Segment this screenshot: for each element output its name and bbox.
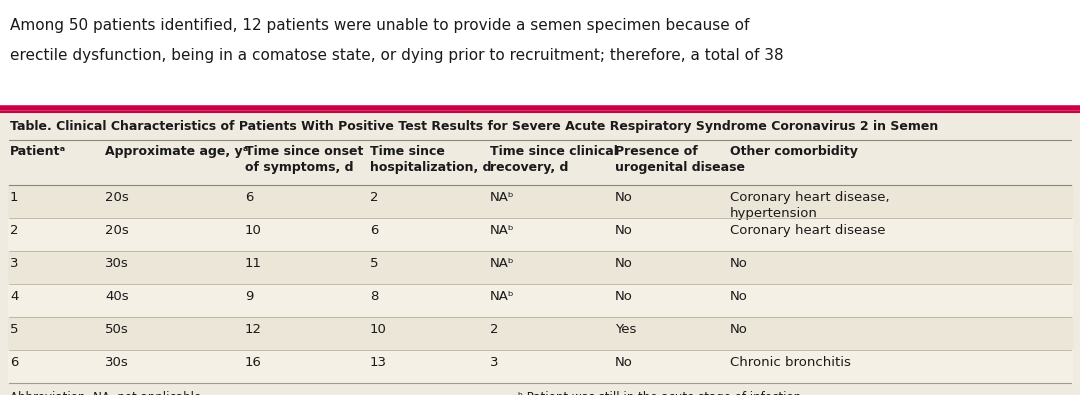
Text: Presence of
urogenital disease: Presence of urogenital disease [615,145,745,175]
Text: 13: 13 [370,356,387,369]
Text: 5: 5 [370,257,378,270]
Text: Approximate age, yᵃ: Approximate age, yᵃ [105,145,248,158]
Text: Table. Clinical Characteristics of Patients With Positive Test Results for Sever: Table. Clinical Characteristics of Patie… [10,120,939,133]
Text: 6: 6 [10,356,18,369]
Text: 6: 6 [370,224,378,237]
Text: No: No [615,191,633,204]
Text: 20s: 20s [105,224,129,237]
Bar [8,251,1072,284]
Bar [8,218,1072,251]
Text: 20s: 20s [105,191,129,204]
Text: Time since onset
of symptoms, d: Time since onset of symptoms, d [245,145,363,175]
Bar [8,185,1072,218]
Text: 2: 2 [370,191,378,204]
Text: Coronary heart disease,
hypertension: Coronary heart disease, hypertension [730,191,890,220]
Text: NAᵇ: NAᵇ [490,224,515,237]
Text: Other comorbidity: Other comorbidity [730,145,858,158]
Text: 2: 2 [490,323,499,336]
Text: Abbreviation: NA, not applicable.: Abbreviation: NA, not applicable. [10,391,205,395]
Text: Yes: Yes [615,323,636,336]
Text: 9: 9 [245,290,254,303]
Text: 30s: 30s [105,257,129,270]
Text: 11: 11 [245,257,262,270]
Text: Time since
hospitalization, d: Time since hospitalization, d [370,145,491,175]
Text: No: No [730,323,747,336]
Text: Coronary heart disease: Coronary heart disease [730,224,886,237]
Text: 5: 5 [10,323,18,336]
Text: NAᵇ: NAᵇ [490,290,515,303]
Text: 6: 6 [245,191,254,204]
Text: Patientᵃ: Patientᵃ [10,145,66,158]
Text: ᵇ Patient was still in the acute stage of infection.: ᵇ Patient was still in the acute stage o… [518,391,806,395]
Bar [0,111,1080,395]
Text: 16: 16 [245,356,261,369]
Text: NAᵇ: NAᵇ [490,191,515,204]
Text: No: No [615,356,633,369]
Text: 30s: 30s [105,356,129,369]
Text: 3: 3 [490,356,499,369]
Bar [8,350,1072,383]
Text: No: No [615,257,633,270]
Text: Time since clinical
recovery, d: Time since clinical recovery, d [490,145,618,175]
Text: 2: 2 [10,224,18,237]
Text: 3: 3 [10,257,18,270]
Text: 40s: 40s [105,290,129,303]
Text: 10: 10 [245,224,261,237]
Text: 50s: 50s [105,323,129,336]
Text: 12: 12 [245,323,262,336]
Text: No: No [730,290,747,303]
Text: 8: 8 [370,290,378,303]
Text: Chronic bronchitis: Chronic bronchitis [730,356,851,369]
Bar [8,284,1072,317]
Text: 10: 10 [370,323,387,336]
Text: No: No [615,290,633,303]
Text: 4: 4 [10,290,18,303]
Text: 1: 1 [10,191,18,204]
Text: No: No [730,257,747,270]
Bar [8,317,1072,350]
Text: NAᵇ: NAᵇ [490,257,515,270]
Text: No: No [615,224,633,237]
Text: Among 50 patients identified, 12 patients were unable to provide a semen specime: Among 50 patients identified, 12 patient… [10,18,750,33]
Text: erectile dysfunction, being in a comatose state, or dying prior to recruitment; : erectile dysfunction, being in a comatos… [10,48,784,63]
